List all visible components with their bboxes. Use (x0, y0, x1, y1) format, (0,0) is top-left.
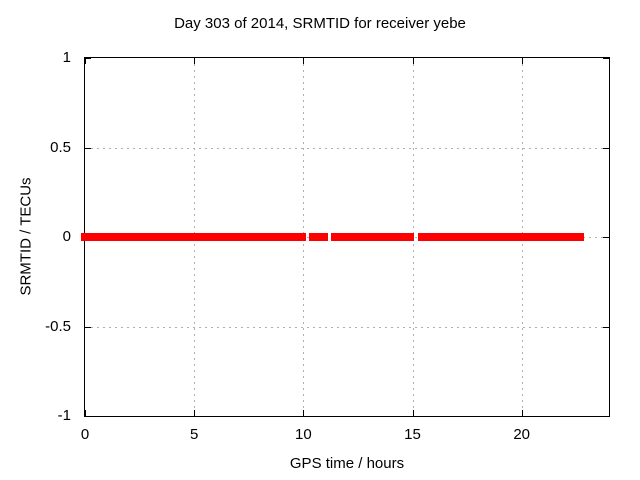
x-tick-top-20 (521, 58, 523, 64)
x-tick-top-10 (303, 58, 305, 64)
y-tick-label--0.5: -0.5 (45, 317, 71, 335)
data-series-segment (330, 233, 415, 241)
x-tick-bottom-20 (521, 410, 523, 416)
y-tick-label-1: 1 (62, 49, 71, 66)
y-tick-right-1 (603, 58, 609, 59)
x-tick-label-0: 0 (80, 426, 90, 443)
x-tick-bottom-10 (303, 410, 305, 416)
x-axis-label: GPS time / hours (289, 455, 405, 472)
x-tick-bottom-15 (412, 410, 414, 416)
x-tick-top-0 (85, 58, 86, 64)
data-series-segment (81, 233, 306, 241)
y-tick-right--0.5 (603, 326, 609, 328)
y-tick-right-0 (603, 237, 609, 238)
y-tick-left-0.5 (85, 147, 91, 149)
x-tick-top-5 (194, 58, 196, 64)
y-tick-left--0.5 (85, 326, 91, 328)
data-series-segment (417, 233, 585, 241)
y-tick-right--1 (603, 416, 609, 417)
chart-title: Day 303 of 2014, SRMTID for receiver yeb… (174, 15, 466, 32)
y-tick-left-1 (85, 58, 91, 59)
y-tick-left--1 (85, 416, 91, 417)
x-tick-label-10: 10 (294, 426, 312, 443)
y-tick-label--1: -1 (57, 407, 71, 424)
x-tick-bottom-5 (194, 410, 196, 416)
gridline-y-0.5 (85, 147, 609, 149)
y-tick-label-0: 0 (62, 228, 71, 245)
y-tick-label-0.5: 0.5 (50, 138, 71, 156)
x-tick-top-15 (412, 58, 414, 64)
x-tick-label-5: 5 (189, 426, 199, 443)
x-tick-label-20: 20 (513, 426, 530, 443)
x-tick-bottom-0 (85, 410, 86, 416)
x-tick-label-15: 15 (404, 426, 421, 443)
y-tick-right-0.5 (603, 147, 609, 149)
data-series-segment (308, 233, 328, 241)
gridline-y--0.5 (85, 326, 609, 328)
